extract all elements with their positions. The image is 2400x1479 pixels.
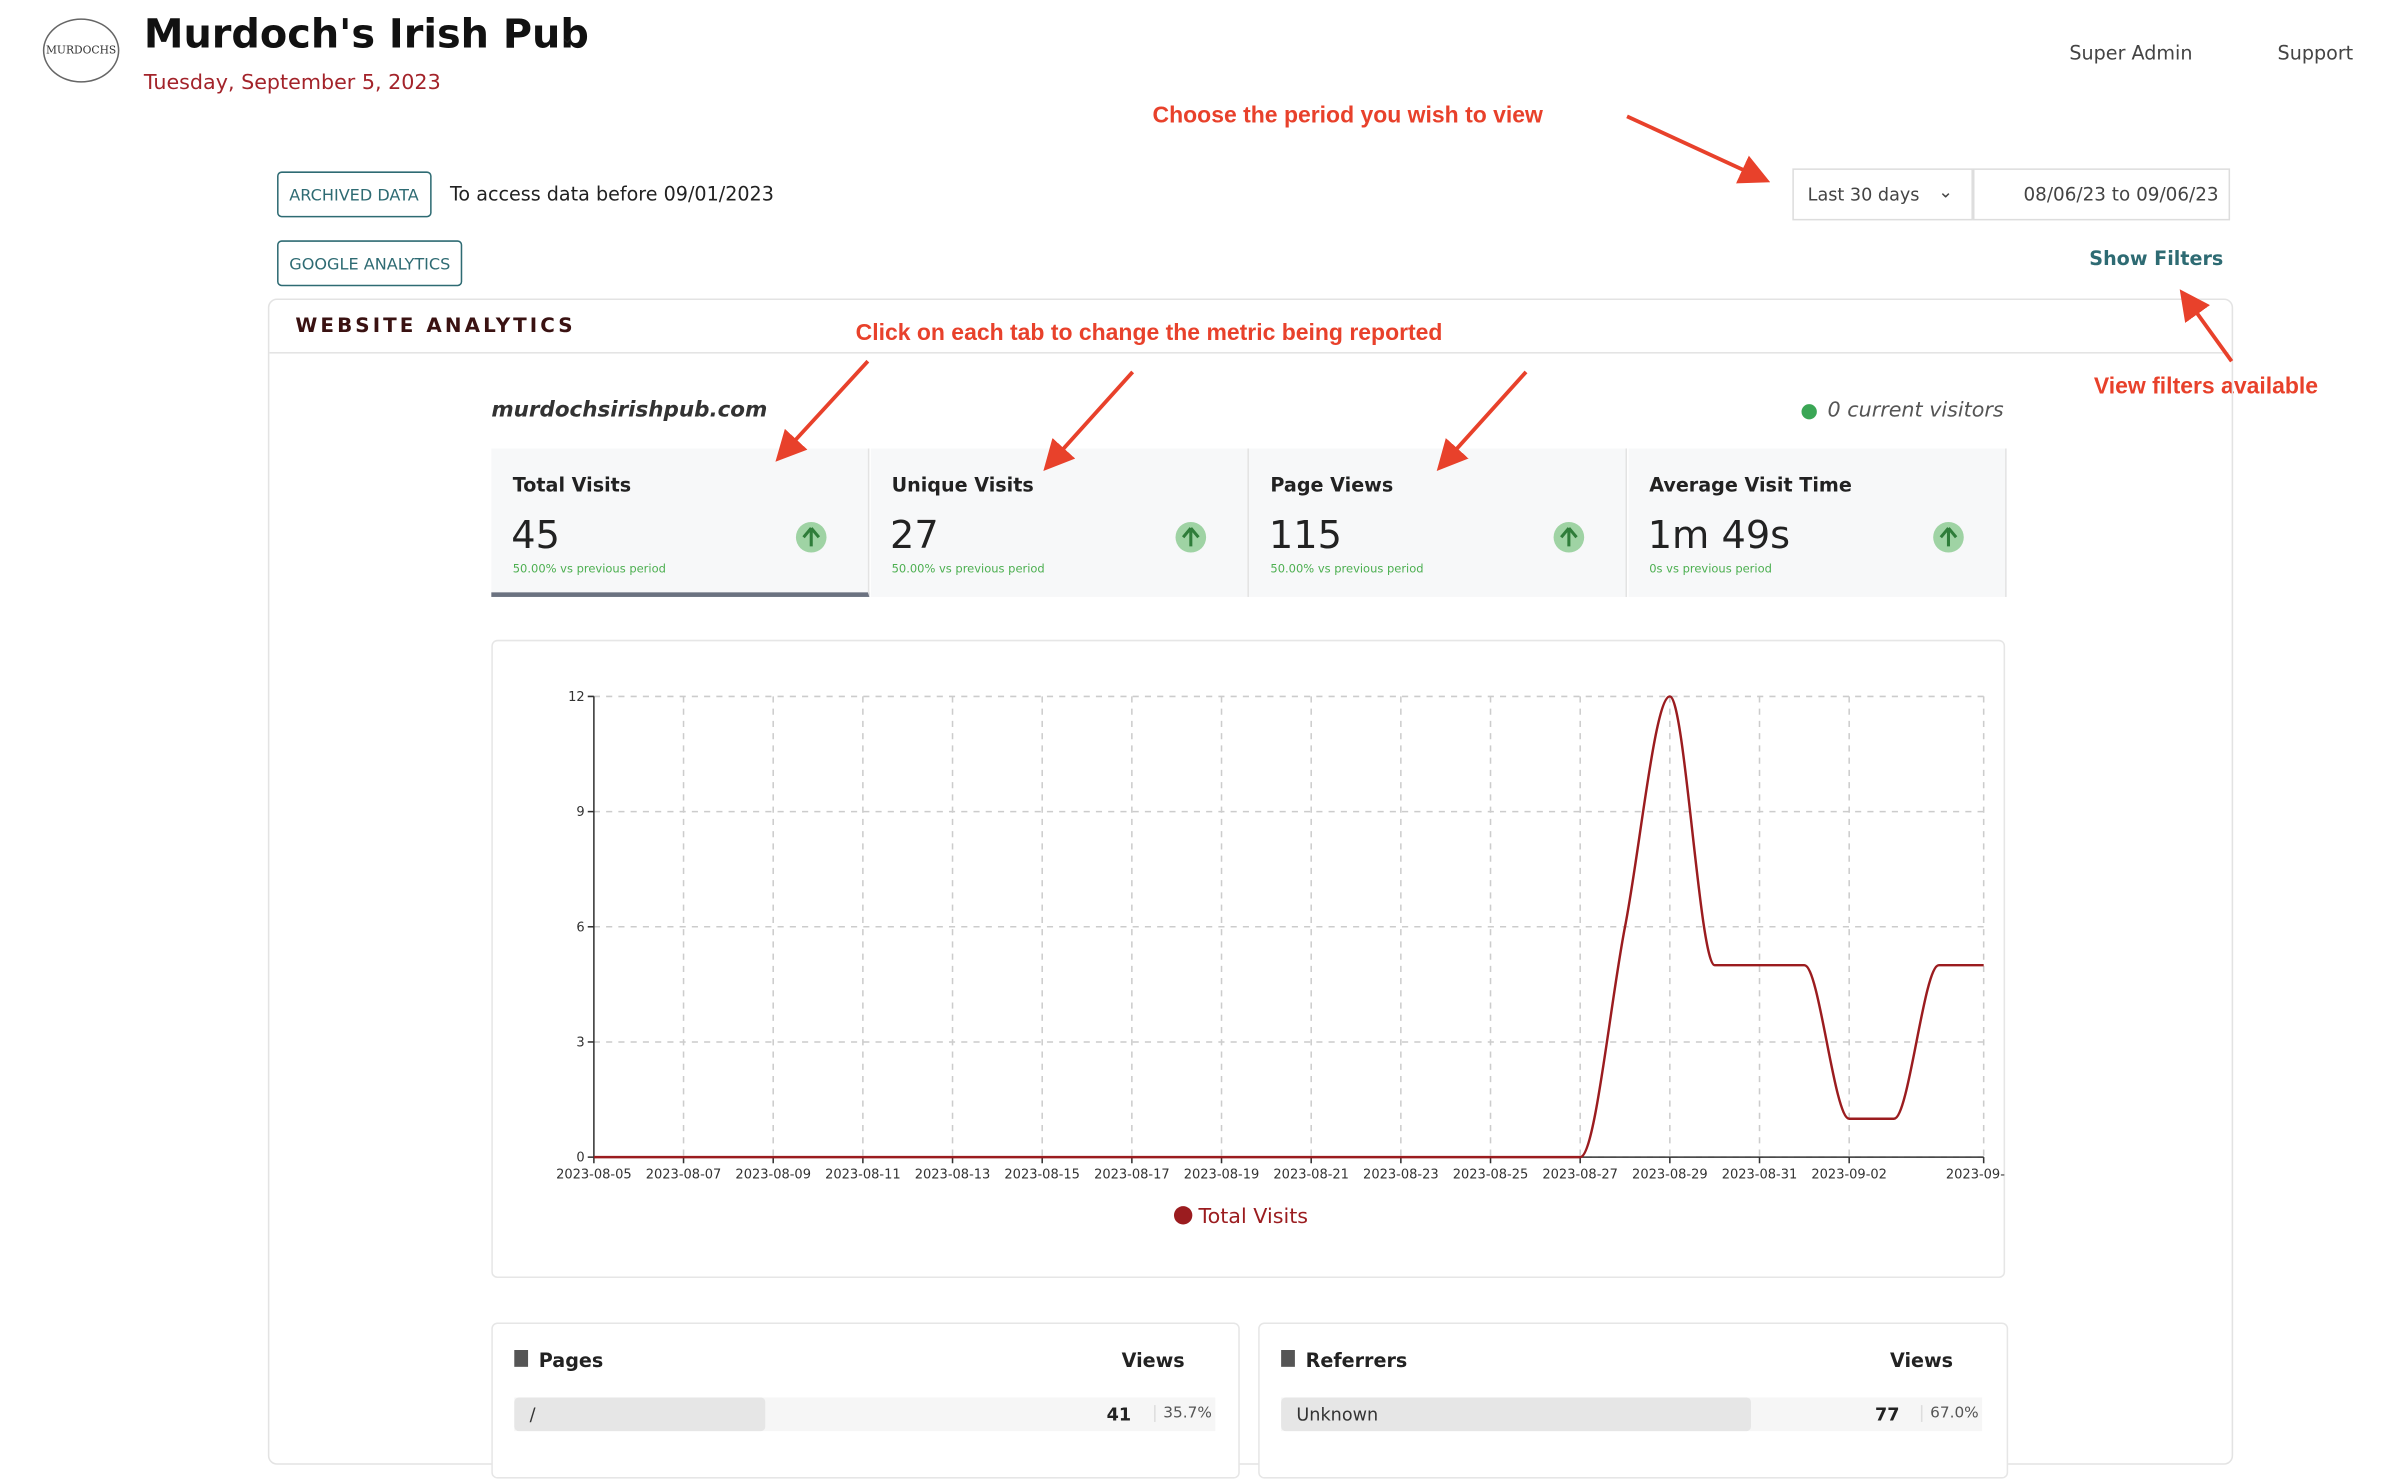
support-link[interactable]: Support [2277, 41, 2354, 65]
x-tick-label: 2023-09-05 [1946, 1168, 2005, 1183]
visitors-dot [1801, 404, 1817, 420]
up-icon [1932, 521, 1964, 553]
current-visitors: 0 current visitors [1827, 397, 2004, 423]
table-icon [1281, 1349, 1295, 1367]
row-views: 77 [1874, 1403, 1900, 1425]
date: Tuesday, September 5, 2023 [143, 70, 441, 95]
x-tick-label: 2023-08-05 [556, 1168, 632, 1183]
metric-label: Total Visits [512, 472, 632, 496]
metric-change: 50.00% vs previous period [512, 561, 666, 576]
site-name: murdochsirishpub.com [491, 397, 768, 423]
row-views: 41 [1106, 1403, 1132, 1425]
chart-card: 0 3 6 9 12 2023-08-05 2023-08-07 2023-08-09 2023… [491, 639, 2006, 1279]
x-tick-label: 2023-09-02 [1811, 1168, 1887, 1183]
metric-label: Average Visit Time [1649, 472, 1852, 496]
title: Murdoch's Irish Pub [143, 12, 589, 59]
panel-divider [269, 352, 2229, 354]
x-tick-label: 2023-08-17 [1094, 1168, 1170, 1183]
x-tick-label: 2023-08-27 [1542, 1168, 1618, 1183]
x-tick-label: 2023-08-15 [1004, 1168, 1080, 1183]
metric-tab[interactable]: Average Visit Time 1m 49s 0s vs previous p… [1627, 448, 2006, 597]
annotation: Click on each tab to change the metric b… [855, 319, 1443, 346]
share-bar [1281, 1397, 1751, 1432]
x-tick-label: 2023-08-25 [1453, 1168, 1529, 1183]
title-dropdown[interactable]: ⌄ [560, 27, 575, 48]
period-select[interactable]: Last 30 days ⌄ [1792, 168, 1973, 221]
annotation: View filters available [2093, 373, 2319, 400]
period-label: Last 30 days [1807, 183, 1920, 206]
row-label: / [529, 1403, 536, 1425]
x-tick-label: 2023-08-07 [646, 1168, 722, 1183]
show-filters[interactable]: Show Filters [2089, 246, 2224, 270]
metric-change: 50.00% vs previous period [891, 561, 1045, 576]
row-label: Unknown [1296, 1403, 1379, 1425]
metric-label: Page Views [1270, 472, 1394, 496]
line [593, 695, 1984, 1159]
archived-button[interactable]: ARCHIVED DATA [277, 171, 431, 218]
metric-tab[interactable]: Page Views 115 50.00% vs previous period [1248, 448, 1628, 597]
x-tick-label: 2023-08-31 [1722, 1168, 1798, 1183]
share-bar [514, 1397, 765, 1432]
row-share: 35.7% [1154, 1405, 1212, 1422]
date-range[interactable]: 08/06/23 to 09/06/23 [1972, 168, 2231, 221]
user-menu[interactable]: Super Admin [2069, 41, 2193, 65]
up-icon [795, 521, 827, 553]
legend-swatch [1173, 1206, 1193, 1225]
y-tick-label: 9 [576, 805, 584, 820]
table-title: Pages [538, 1348, 604, 1372]
metric-label: Unique Visits [891, 472, 1034, 496]
x-tick-label: 2023-08-11 [825, 1168, 901, 1183]
column-header: Views [1121, 1348, 1185, 1372]
table-icon [514, 1349, 529, 1367]
metric-value: 45 [511, 512, 560, 558]
metric-value: 115 [1268, 512, 1342, 558]
legend-label: Total Visits [1197, 1204, 1308, 1228]
ga-button[interactable]: GOOGLE ANALYTICS [277, 240, 463, 287]
metric-tab[interactable]: Unique Visits 27 50.00% vs previous period [870, 448, 1249, 597]
x-tick-label: 2023-08-09 [735, 1168, 811, 1183]
x-tick-label: 2023-08-19 [1184, 1168, 1260, 1183]
y-tick-label: 12 [568, 690, 585, 705]
chart: 0 3 6 9 12 2023-08-05 2023-08-07 2023-08-09 2023… [556, 690, 2005, 1228]
row-share: 67.0% [1920, 1405, 1979, 1422]
table-card: Referrers Views Unknown 77 67.0% [1258, 1322, 2009, 1479]
up-icon [1553, 521, 1585, 553]
panel-title: WEBSITE ANALYTICS [295, 315, 576, 339]
arrow [1626, 114, 1771, 184]
y-tick-label: 3 [576, 1036, 584, 1051]
metric-change: 0s vs previous period [1649, 561, 1772, 576]
annotation: Choose the period you wish to view [1152, 102, 1543, 129]
archived-note: To access data before 09/01/2023 [449, 182, 774, 206]
column-header: Views [1889, 1348, 1954, 1372]
metric-change: 50.00% vs previous period [1270, 561, 1424, 576]
metric-tab[interactable]: Total Visits 45 50.00% vs previous period [491, 448, 870, 597]
table-card: Pages Views / 41 35.7% [491, 1322, 1240, 1479]
logo: MURDOCHS [42, 18, 120, 83]
date-range-label: 08/06/23 to 09/06/23 [2023, 183, 2219, 206]
y-tick-label: 0 [576, 1151, 584, 1166]
x-tick-label: 2023-08-13 [915, 1168, 991, 1183]
table-title: Referrers [1305, 1348, 1408, 1372]
metric-value: 1m 49s [1647, 512, 1791, 558]
x-tick-label: 2023-08-29 [1632, 1168, 1708, 1183]
y-tick-label: 6 [576, 920, 584, 935]
x-tick-label: 2023-08-21 [1273, 1168, 1349, 1183]
x-tick-label: 2023-08-23 [1363, 1168, 1439, 1183]
metric-value: 27 [890, 512, 939, 558]
up-icon [1174, 521, 1206, 553]
